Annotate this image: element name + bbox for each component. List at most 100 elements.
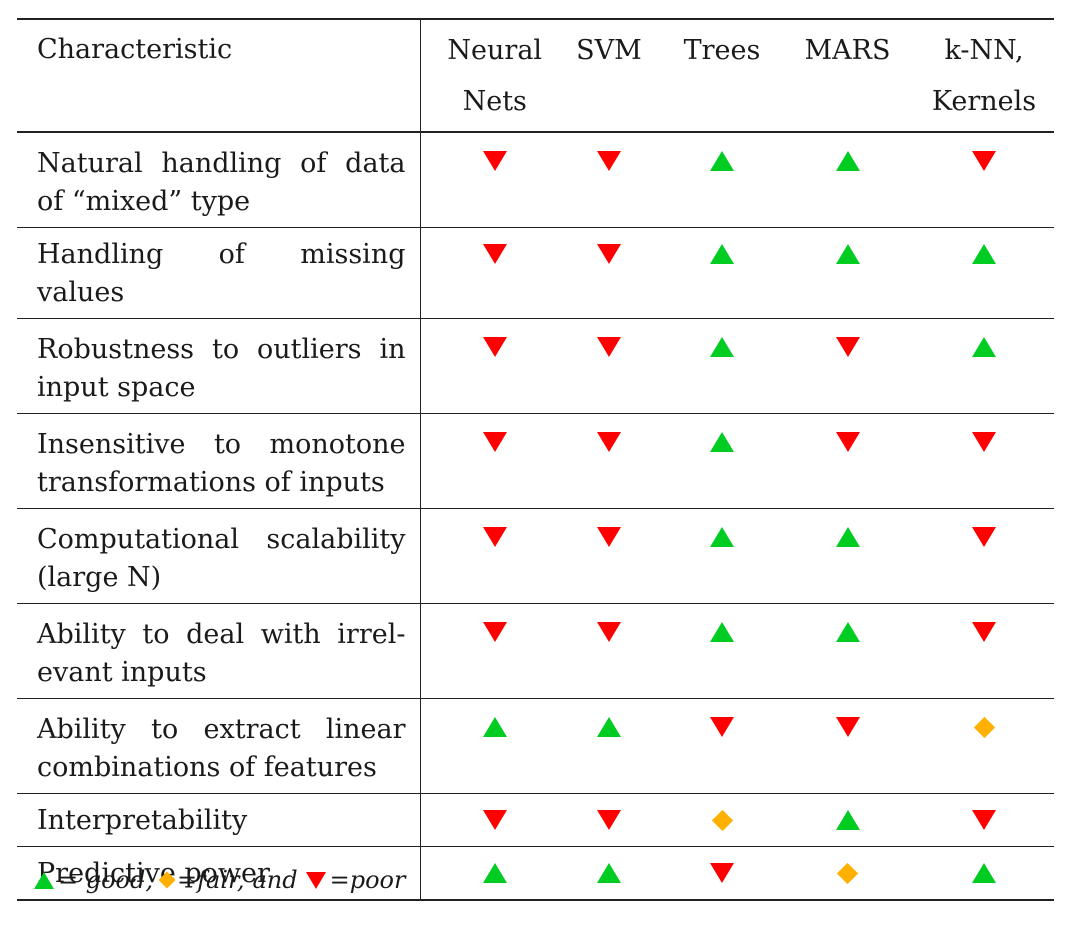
rating-cell <box>914 699 1054 794</box>
characteristic-cell: Insensitive to monotone transformations … <box>17 413 421 509</box>
rating-cell <box>781 509 914 604</box>
rating-cell <box>555 414 663 509</box>
method-header-label: Neural Nets <box>447 35 543 117</box>
characteristic-cell: Natural handling of data of “mixed” type <box>17 132 421 228</box>
rating-cell <box>781 319 914 414</box>
down-triangle-poor-icon <box>597 432 621 452</box>
down-triangle-poor-icon <box>482 244 507 264</box>
down-triangle-poor-icon <box>597 151 621 171</box>
up-triangle-good-icon <box>835 527 860 547</box>
rating-cell <box>914 794 1054 847</box>
rating-cell <box>781 132 914 228</box>
method-header-label: SVM <box>576 35 642 66</box>
table-row: Ability to extract linear combinations o… <box>17 698 1054 794</box>
characteristic-cell: Handling of missing values <box>17 227 421 319</box>
down-triangle-poor-icon <box>710 717 734 737</box>
down-triangle-poor-icon <box>597 527 621 547</box>
rating-cell <box>663 319 781 414</box>
characteristic-cell: Computational scalability (large N) <box>17 508 421 604</box>
rating-cell <box>781 847 914 901</box>
diamond-fair-icon <box>711 809 733 832</box>
down-triangle-poor-icon <box>972 810 996 830</box>
table-row: Predictive power <box>17 846 1054 901</box>
up-triangle-good-icon <box>597 717 621 737</box>
down-triangle-poor-icon <box>482 527 507 547</box>
table-row: Robustness to outliers in input space <box>17 318 1054 414</box>
legend-and-label: and <box>252 866 298 894</box>
legend-fair-label: =fair, <box>177 866 245 894</box>
down-triangle-poor-icon <box>835 432 860 452</box>
up-triangle-good-icon <box>710 337 734 357</box>
characteristic-cell: Ability to deal with irrel-evant inputs <box>17 603 421 699</box>
down-triangle-poor-icon <box>597 244 621 264</box>
down-triangle-poor-icon <box>482 432 507 452</box>
rating-cell <box>555 604 663 699</box>
diamond-fair-icon <box>973 716 995 739</box>
up-triangle-good-icon <box>710 432 734 452</box>
table-row: Natural handling of data of “mixed” type <box>17 132 1054 228</box>
rating-cell <box>914 509 1054 604</box>
rating-cell <box>420 319 555 414</box>
rating-cell <box>914 132 1054 228</box>
up-triangle-good-icon <box>835 622 860 642</box>
up-triangle-good-icon <box>710 244 734 264</box>
rating-cell <box>420 699 555 794</box>
down-triangle-poor-icon <box>972 432 996 452</box>
rating-cell <box>781 228 914 319</box>
rating-cell <box>663 604 781 699</box>
table-row: Ability to deal with irrel-evant inputs <box>17 603 1054 699</box>
rating-cell <box>420 509 555 604</box>
rating-cell <box>781 414 914 509</box>
rating-cell <box>663 414 781 509</box>
comparison-table-wrapper: Characteristic Neural Nets SVM Trees MAR… <box>17 18 1054 901</box>
down-triangle-poor-icon <box>710 863 734 883</box>
characteristic-cell: Interpretability <box>17 793 421 847</box>
down-triangle-poor-icon <box>482 337 507 357</box>
rating-cell <box>914 847 1054 901</box>
characteristic-cell: Robustness to outliers in input space <box>17 318 421 414</box>
rating-cell <box>420 132 555 228</box>
down-triangle-poor-icon <box>972 151 996 171</box>
rating-cell <box>781 604 914 699</box>
table-row: Insensitive to monotone transformations … <box>17 413 1054 509</box>
up-triangle-good-icon <box>482 863 507 883</box>
down-triangle-poor-icon <box>597 622 621 642</box>
down-triangle-poor-icon <box>972 622 996 642</box>
up-triangle-good-icon <box>597 863 621 883</box>
up-triangle-good-icon <box>972 337 996 357</box>
rating-cell <box>555 228 663 319</box>
rating-cell <box>914 414 1054 509</box>
up-triangle-good-icon <box>710 151 734 171</box>
up-triangle-good-icon <box>835 151 860 171</box>
rating-cell <box>663 132 781 228</box>
rating-cell <box>663 699 781 794</box>
header-row: Characteristic Neural Nets SVM Trees MAR… <box>17 19 1054 132</box>
characteristic-cell: Predictive power <box>17 846 421 900</box>
rating-cell <box>420 228 555 319</box>
up-triangle-good-icon <box>710 527 734 547</box>
table-body: Natural handling of data of “mixed” type… <box>17 132 1054 900</box>
down-triangle-poor-icon <box>597 337 621 357</box>
rating-cell <box>555 794 663 847</box>
method-header: k-NN, Kernels <box>914 19 1054 132</box>
up-triangle-good-icon <box>482 717 507 737</box>
up-triangle-good-icon <box>835 244 860 264</box>
method-header-label: MARS <box>804 35 891 66</box>
up-triangle-good-icon <box>835 810 860 830</box>
comparison-table: Characteristic Neural Nets SVM Trees MAR… <box>17 18 1054 901</box>
rating-cell <box>555 319 663 414</box>
rating-cell <box>914 228 1054 319</box>
rating-cell <box>663 509 781 604</box>
rating-cell <box>781 699 914 794</box>
diamond-fair-icon <box>836 862 859 885</box>
rating-cell <box>420 847 555 901</box>
method-header: SVM <box>555 19 663 132</box>
rating-cell <box>663 228 781 319</box>
legend-poor-icon <box>305 871 326 889</box>
rating-cell <box>663 794 781 847</box>
rating-cell <box>420 604 555 699</box>
rating-cell <box>663 847 781 901</box>
method-header: Trees <box>663 19 781 132</box>
table-row: Interpretability <box>17 793 1054 847</box>
down-triangle-poor-icon <box>835 337 860 357</box>
